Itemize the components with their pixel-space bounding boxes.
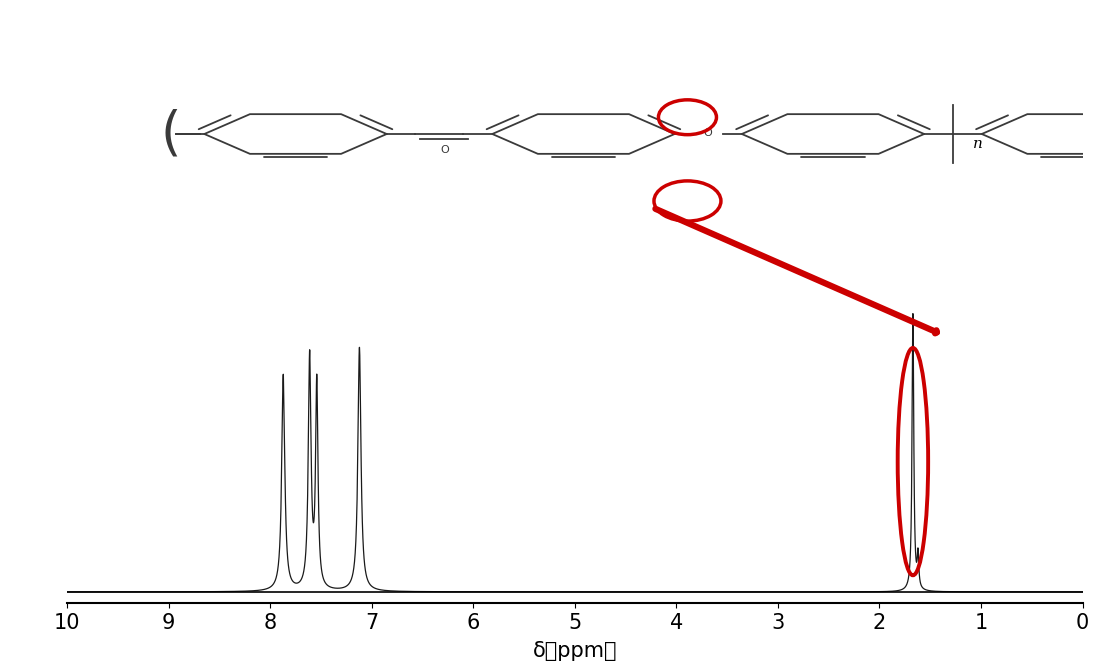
Text: n: n — [973, 137, 983, 151]
X-axis label: δ（ppm）: δ（ppm） — [532, 641, 617, 661]
Text: O: O — [440, 145, 449, 155]
Text: O: O — [704, 128, 713, 138]
Text: (: ( — [161, 108, 181, 160]
